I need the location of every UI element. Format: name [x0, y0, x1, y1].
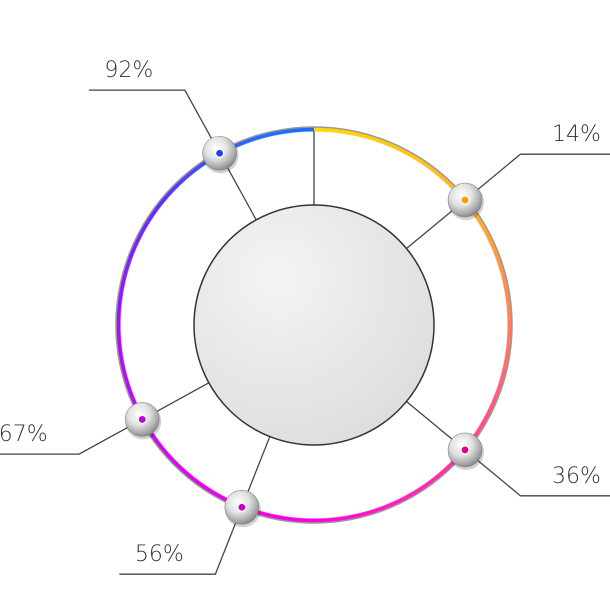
value-label: 56%	[135, 542, 184, 567]
marker	[202, 135, 239, 174]
leader-line	[464, 153, 610, 201]
marker-dot	[460, 195, 470, 205]
marker	[447, 432, 485, 470]
leader-line	[88, 89, 221, 154]
marker	[224, 489, 261, 528]
marker-dot	[460, 445, 470, 455]
marker-dot	[237, 502, 247, 512]
value-label: 14%	[552, 122, 601, 147]
marker-dot	[214, 148, 225, 158]
center-disc	[193, 204, 435, 446]
ring-outline	[115, 126, 513, 524]
leader-line	[464, 449, 610, 497]
markers-layer: 14% 36% 56% 67% 92%	[0, 58, 610, 575]
marker	[447, 182, 485, 221]
value-label: 92%	[104, 58, 153, 83]
value-label: 67%	[0, 422, 48, 447]
marker-dot	[137, 414, 147, 425]
leader-line	[119, 506, 243, 575]
marker	[124, 402, 162, 440]
value-label: 36%	[552, 464, 601, 489]
leader-line	[0, 418, 143, 455]
